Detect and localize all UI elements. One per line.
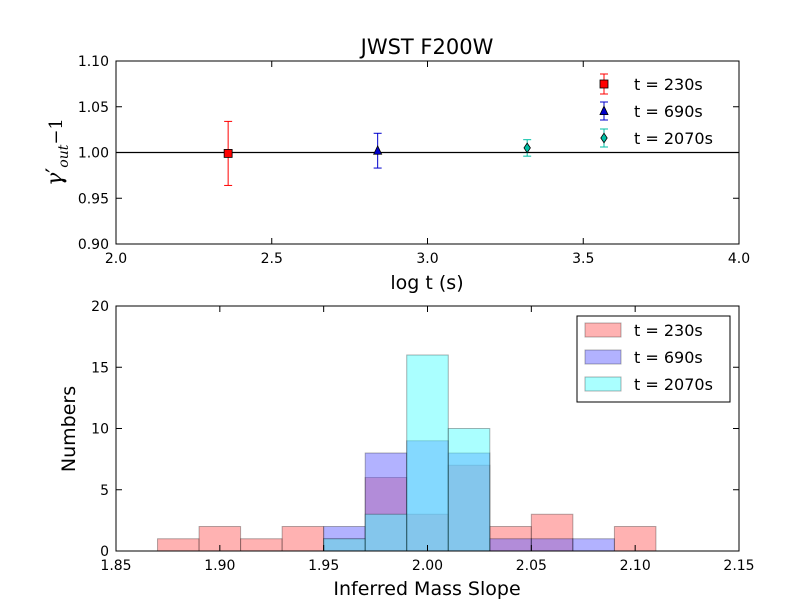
top-xtick-label-4: 4.0: [728, 251, 750, 267]
top-panel: JWST F200W 2.0 2.5 3.0 3.5 4.0 0.90 0.95 1.00 1.…: [43, 35, 750, 294]
bottom-xtick-label-3: 2.00: [412, 558, 443, 574]
histogram-bar-0-3: [240, 538, 283, 552]
data-point-2: [523, 142, 531, 154]
histogram-bar-0-4: [281, 526, 325, 552]
histogram-bar-2-6: [364, 513, 408, 552]
bottom-ytick-label-4: 20: [91, 299, 109, 315]
errorbar-point-1: [373, 132, 383, 169]
top-legend-marker-1: [599, 105, 609, 115]
bottom-legend-label-2: t = 2070s: [634, 375, 713, 394]
bottom-legend-entry-1: t = 690s: [584, 348, 703, 367]
bottom-legend-label-0: t = 230s: [634, 321, 703, 340]
bottom-panel: 1.85 1.90 1.95 2.00 2.05 2.10 2.15 0 5 10 15 20 Inf…: [58, 299, 755, 600]
errorbar-point-2: [523, 139, 532, 157]
top-legend-entry-2: t = 2070s: [600, 128, 713, 148]
data-point-1: [373, 144, 383, 155]
bottom-xtick-label-4: 2.05: [516, 558, 547, 574]
bottom-legend-swatch-0: [584, 322, 622, 338]
bottom-ytick-label-0: 0: [100, 544, 109, 560]
top-legend-entry-0: t = 230s: [599, 73, 703, 95]
top-ytick-label-2: 1.00: [78, 146, 109, 162]
histogram-series-2: [116, 354, 698, 552]
histogram-bar-1-10: [530, 538, 574, 552]
top-xtick-label-3: 3.5: [572, 251, 594, 267]
top-ytick-label-0: 0.90: [78, 237, 109, 253]
bottom-plot-area: [116, 354, 698, 552]
ylabel-subscript: out: [56, 144, 72, 167]
bottom-xtick-label-5: 2.10: [620, 558, 651, 574]
ylabel-prime: ′: [43, 168, 68, 173]
top-legend-entry-1: t = 690s: [599, 101, 703, 121]
errorbar-point-0: [223, 120, 233, 186]
top-y-axis-label: γ′out−1: [43, 118, 72, 186]
bottom-ytick-label-1: 5: [100, 483, 109, 499]
bottom-xtick-label-1: 1.90: [204, 558, 235, 574]
top-xtick-label-1: 2.5: [261, 251, 283, 267]
ylabel-symbol: γ: [43, 172, 68, 186]
top-xtick-label-2: 3.0: [416, 251, 438, 267]
histogram-bar-1-9: [489, 538, 532, 552]
bottom-legend-swatch-2: [584, 376, 622, 392]
bottom-xtick-label-6: 2.15: [723, 558, 754, 574]
ylabel-suffix: −1: [46, 118, 67, 145]
bottom-xtick-label-2: 1.95: [308, 558, 339, 574]
bottom-legend-entry-0: t = 230s: [584, 321, 703, 340]
top-legend-marker-0: [599, 79, 609, 89]
histogram-bar-2-7: [406, 354, 449, 552]
histogram-bar-0-1: [157, 538, 200, 552]
top-legend-label-1: t = 690s: [634, 102, 703, 121]
bottom-legend: t = 230s t = 690s t = 2070s: [576, 315, 731, 403]
bottom-legend-swatch-1: [584, 349, 622, 365]
histogram-bar-1-11: [572, 538, 615, 552]
top-ytick-label-4: 1.10: [78, 54, 109, 70]
bottom-ytick-label-2: 10: [91, 422, 109, 438]
bottom-x-axis-label: Inferred Mass Slope: [333, 578, 520, 600]
bottom-legend-label-1: t = 690s: [634, 348, 703, 367]
top-x-axis-label: log t (s): [390, 272, 463, 294]
top-ticks: 2.0 2.5 3.0 3.5 4.0 0.90 0.95 1.00 1.05 1.10: [78, 54, 750, 267]
histogram-bar-2-5: [323, 538, 366, 552]
top-legend-label-2: t = 2070s: [634, 129, 713, 148]
bottom-y-axis-label: Numbers: [58, 386, 80, 472]
top-ytick-label-1: 0.95: [78, 191, 109, 207]
top-xtick-label-0: 2.0: [105, 251, 127, 267]
top-ytick-label-3: 1.05: [78, 100, 109, 116]
top-legend-marker-2: [600, 132, 608, 144]
top-legend: t = 230s t = 690s t = 2070s: [599, 73, 713, 148]
bottom-ticks: 1.85 1.90 1.95 2.00 2.05 2.10 2.15 0 5 10 15 20: [91, 299, 754, 574]
bottom-legend-entry-2: t = 2070s: [584, 375, 713, 394]
histogram-bar-2-8: [447, 428, 491, 552]
data-point-0: [223, 149, 233, 158]
top-legend-label-0: t = 230s: [634, 75, 703, 94]
bottom-ytick-label-3: 15: [91, 360, 109, 376]
top-plot-area: [116, 120, 739, 186]
bottom-xtick-label-0: 1.85: [100, 558, 131, 574]
top-chart-title: JWST F200W: [359, 35, 494, 59]
